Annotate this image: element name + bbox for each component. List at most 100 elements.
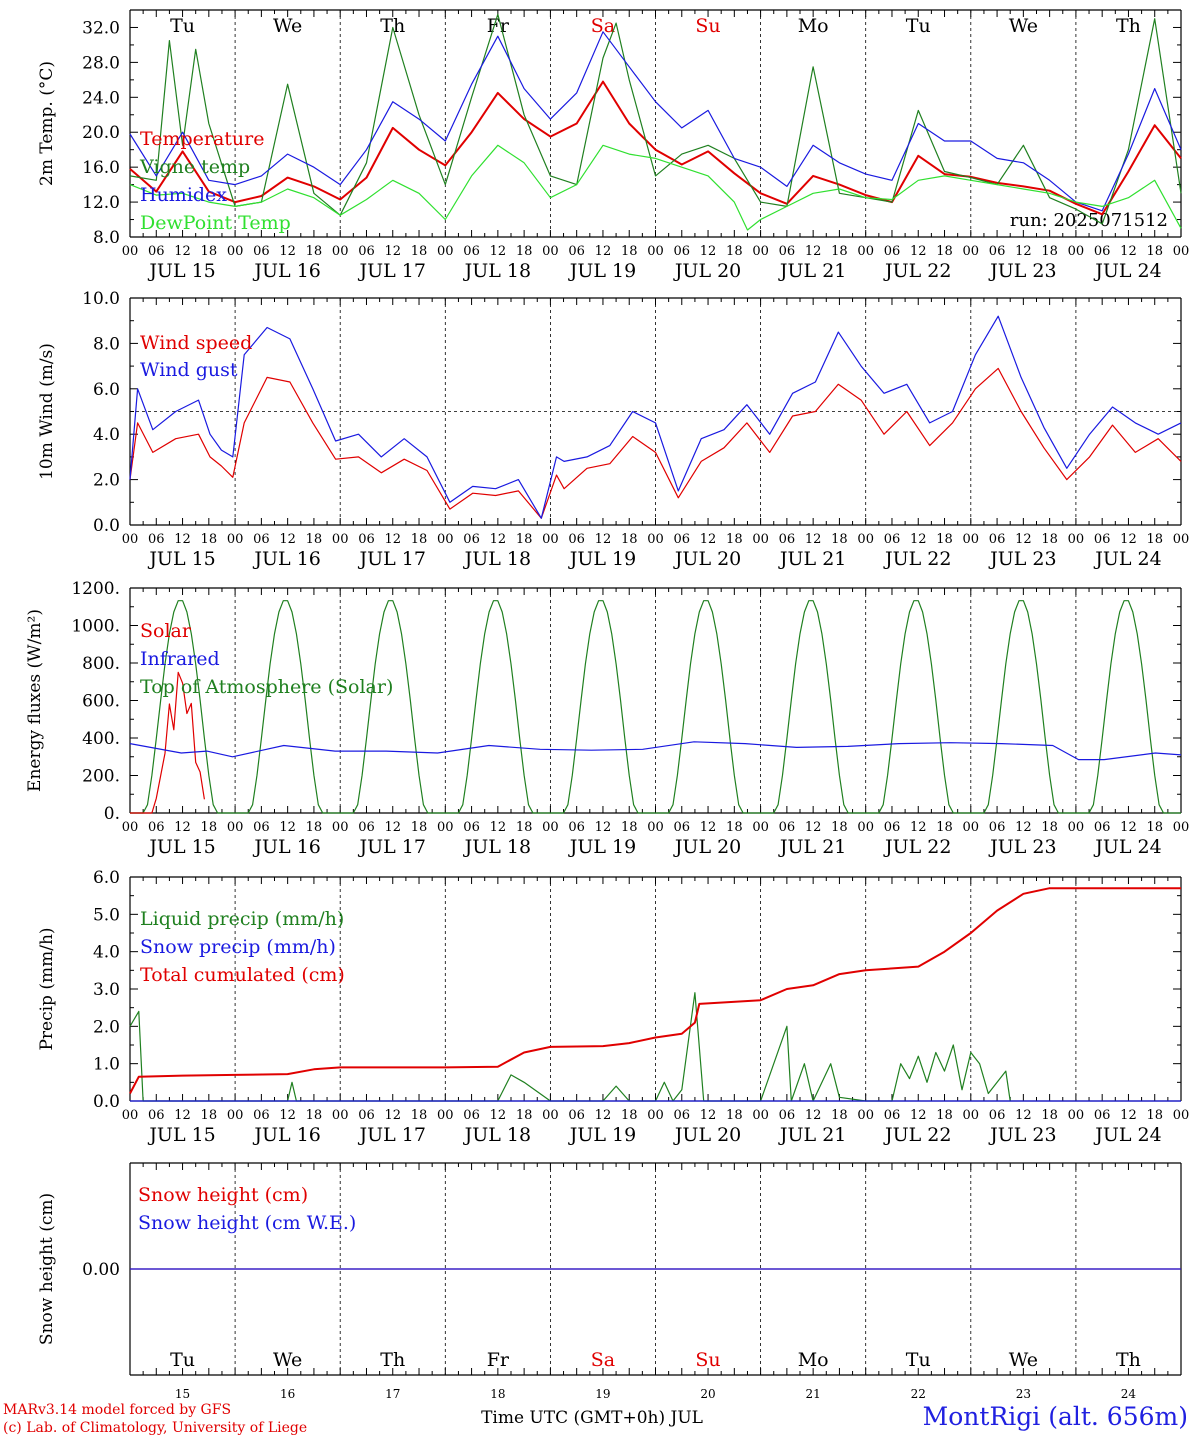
snow-day-number: 24 (1121, 1387, 1137, 1401)
precip-hour-label: 12 (490, 1108, 507, 1123)
energy-hour-label: 00 (647, 820, 664, 835)
energy-hour-label: 18 (411, 820, 428, 835)
energy-hour-label: 12 (595, 820, 612, 835)
precip-y-tick-label: 3.0 (93, 980, 120, 1000)
precip-hour-label: 00 (122, 1108, 139, 1123)
energy-date-label: JUL 24 (1093, 836, 1161, 858)
snow-weekday-label: Fr (487, 1349, 510, 1371)
temperature-hour-label: 06 (148, 244, 165, 259)
energy-y-tick-label: 600. (82, 692, 120, 712)
wind-date-label: JUL 21 (778, 548, 846, 570)
precip-hour-label: 18 (516, 1108, 533, 1123)
temperature-weekday-label: Mo (798, 15, 829, 37)
precip-hour-label: 12 (805, 1108, 822, 1123)
precip-date-label: JUL 18 (463, 1124, 531, 1146)
temperature-hour-label: 18 (306, 244, 323, 259)
wind-hour-label: 00 (963, 532, 980, 547)
wind-hour-label: 18 (726, 532, 743, 547)
energy-hour-label: 06 (779, 820, 796, 835)
energy-date-label: JUL 19 (568, 836, 636, 858)
wind-hour-label: 12 (805, 532, 822, 547)
energy-hour-label: 06 (463, 820, 480, 835)
precip-hour-label: 18 (201, 1108, 218, 1123)
temperature-hour-label: 00 (1173, 244, 1190, 259)
energy-hour-label: 06 (884, 820, 901, 835)
temperature-date-label: JUL 16 (252, 260, 320, 282)
temperature-hour-label: 00 (963, 244, 980, 259)
energy-hour-label: 00 (963, 820, 980, 835)
precip-y-tick-label: 5.0 (93, 905, 120, 925)
precip-y-tick-label: 0.0 (93, 1092, 120, 1112)
precip-hour-label: 12 (174, 1108, 191, 1123)
precip-hour-label: 06 (358, 1108, 375, 1123)
snow-weekday-label: Tu (906, 1349, 931, 1371)
temperature-hour-label: 00 (227, 244, 244, 259)
temperature-y-tick-label: 28.0 (82, 53, 120, 73)
temperature-hour-label: 00 (332, 244, 349, 259)
energy-date-label: JUL 22 (883, 836, 951, 858)
wind-hour-label: 12 (1015, 532, 1032, 547)
energy-hour-label: 00 (542, 820, 559, 835)
temperature-hour-label: 00 (857, 244, 874, 259)
wind-date-label: JUL 18 (463, 548, 531, 570)
snow-weekday-label: Sa (591, 1349, 615, 1371)
precip-hour-label: 06 (1094, 1108, 1111, 1123)
credit-line-1: MARv3.14 model forced by GFS (3, 1402, 232, 1418)
energy-hour-label: 00 (122, 820, 139, 835)
wind-hour-label: 06 (1094, 532, 1111, 547)
energy-y-tick-label: 1000. (71, 617, 120, 637)
precip-y-tick-label: 4.0 (93, 943, 120, 963)
wind-hour-label: 18 (516, 532, 533, 547)
precip-hour-label: 18 (726, 1108, 743, 1123)
temperature-hour-label: 00 (437, 244, 454, 259)
precip-hour-label: 18 (1041, 1108, 1058, 1123)
wind-hour-label: 18 (621, 532, 638, 547)
temperature-hour-label: 00 (122, 244, 139, 259)
snow-y-tick-label: 0.00 (82, 1260, 120, 1280)
snow-day-number: 19 (595, 1387, 610, 1401)
precip-hour-label: 00 (963, 1108, 980, 1123)
temperature-weekday-label: Th (1116, 15, 1141, 37)
temperature-hour-label: 12 (1120, 244, 1137, 259)
temperature-weekday-label: We (1009, 15, 1038, 37)
temperature-hour-label: 12 (174, 244, 191, 259)
precip-hour-label: 18 (306, 1108, 323, 1123)
wind-y-tick-label: 2.0 (93, 471, 120, 491)
energy-hour-label: 12 (700, 820, 717, 835)
run-label: run: 2025071512 (1010, 210, 1168, 231)
energy-y-axis-title: Energy fluxes (W/m²) (25, 609, 45, 792)
precip-date-label: JUL 16 (252, 1124, 320, 1146)
energy-toa-line (130, 600, 1181, 814)
snow-day-number: 21 (806, 1387, 821, 1401)
energy-date-label: JUL 15 (147, 836, 215, 858)
wind-hour-label: 12 (1120, 532, 1137, 547)
energy-y-tick-label: 800. (82, 654, 120, 674)
energy-hour-label: 12 (1015, 820, 1032, 835)
wind-hour-label: 06 (884, 532, 901, 547)
precip-date-label: JUL 23 (988, 1124, 1056, 1146)
energy-hour-label: 18 (726, 820, 743, 835)
energy-date-label: JUL 20 (673, 836, 741, 858)
energy-hour-label: 12 (910, 820, 927, 835)
energy-hour-label: 12 (1120, 820, 1137, 835)
wind-hour-label: 00 (647, 532, 664, 547)
precip-hour-label: 00 (1068, 1108, 1085, 1123)
precip-hour-label: 06 (148, 1108, 165, 1123)
energy-solar-line (130, 671, 205, 814)
temperature-hour-label: 18 (411, 244, 428, 259)
snow-weekday-label: Tu (170, 1349, 195, 1371)
wind-hour-label: 12 (595, 532, 612, 547)
temperature-hour-label: 18 (936, 244, 953, 259)
precip-date-label: JUL 21 (778, 1124, 846, 1146)
precip-hour-label: 00 (437, 1108, 454, 1123)
precip-hour-label: 00 (647, 1108, 664, 1123)
temperature-series-2 (129, 31, 1182, 212)
temperature-date-label: JUL 20 (673, 260, 741, 282)
temperature-y-tick-label: 32.0 (82, 18, 120, 38)
energy-date-label: JUL 21 (778, 836, 846, 858)
temperature-hour-label: 18 (1146, 244, 1163, 259)
wind-hour-label: 06 (568, 532, 585, 547)
precip-hour-label: 18 (831, 1108, 848, 1123)
temperature-weekday-label: Sa (591, 15, 615, 37)
temperature-legend-2: Humidex (140, 184, 227, 206)
